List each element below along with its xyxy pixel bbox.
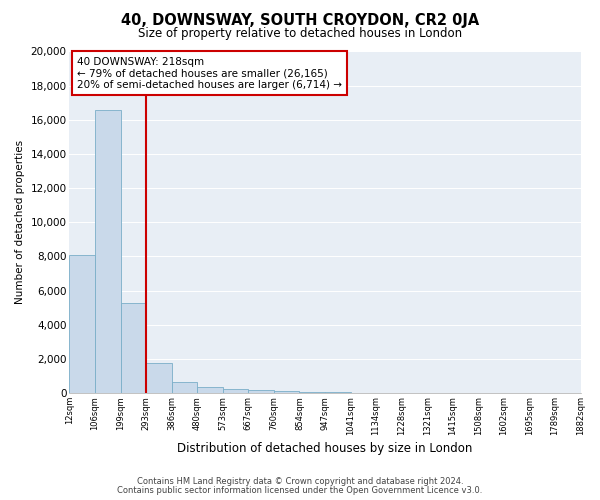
Text: 40, DOWNSWAY, SOUTH CROYDON, CR2 0JA: 40, DOWNSWAY, SOUTH CROYDON, CR2 0JA xyxy=(121,12,479,28)
Bar xyxy=(299,392,325,393)
Text: Contains HM Land Registry data © Crown copyright and database right 2024.: Contains HM Land Registry data © Crown c… xyxy=(137,477,463,486)
Bar xyxy=(172,382,197,393)
Bar xyxy=(223,389,248,393)
Text: Size of property relative to detached houses in London: Size of property relative to detached ho… xyxy=(138,28,462,40)
Text: Contains public sector information licensed under the Open Government Licence v3: Contains public sector information licen… xyxy=(118,486,482,495)
Bar xyxy=(121,302,146,393)
X-axis label: Distribution of detached houses by size in London: Distribution of detached houses by size … xyxy=(177,442,473,455)
Y-axis label: Number of detached properties: Number of detached properties xyxy=(15,140,25,304)
Bar xyxy=(274,391,299,393)
Bar xyxy=(350,392,376,393)
Bar xyxy=(248,390,274,393)
Bar xyxy=(146,364,172,393)
Bar xyxy=(70,255,95,393)
Text: 40 DOWNSWAY: 218sqm
← 79% of detached houses are smaller (26,165)
20% of semi-de: 40 DOWNSWAY: 218sqm ← 79% of detached ho… xyxy=(77,56,342,90)
Bar xyxy=(197,387,223,393)
Bar xyxy=(325,392,350,393)
Bar xyxy=(95,110,121,393)
